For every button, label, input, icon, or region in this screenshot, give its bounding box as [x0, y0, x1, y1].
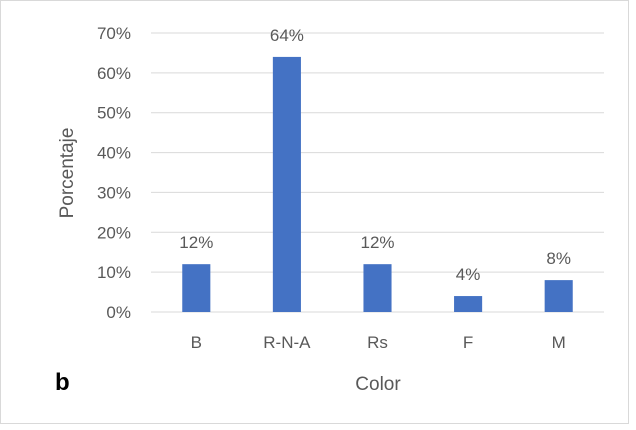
y-tick-label: 0%: [106, 303, 131, 322]
data-label: 4%: [456, 265, 481, 284]
x-axis-category-labels: B R-N-A Rs F M: [191, 333, 566, 352]
y-tick-label: 20%: [97, 223, 131, 242]
y-tick-label: 60%: [97, 64, 131, 83]
panel-label: b: [55, 369, 70, 396]
chart-frame: 0% 10% 20% 30% 40% 50% 60% 70% 12% 64% 12% 4% 8% B R…: [0, 0, 629, 424]
y-tick-label: 40%: [97, 144, 131, 163]
data-label: 12%: [360, 233, 394, 252]
y-tick-label: 10%: [97, 263, 131, 282]
data-label: 12%: [179, 233, 213, 252]
x-category-label: M: [552, 333, 566, 352]
gridlines: [151, 32, 604, 313]
bar: [182, 264, 211, 312]
y-axis-title: Porcentaje: [57, 128, 78, 219]
x-category-label: F: [463, 333, 473, 352]
data-label: 64%: [270, 26, 304, 45]
data-label: 8%: [546, 249, 571, 268]
y-tick-label: 30%: [97, 183, 131, 202]
y-axis-tick-labels: 0% 10% 20% 30% 40% 50% 60% 70%: [97, 24, 131, 322]
bars: [182, 56, 573, 312]
bar: [454, 296, 483, 312]
bar: [363, 264, 392, 312]
bar: [272, 56, 301, 312]
bar: [544, 280, 573, 312]
x-category-label: B: [191, 333, 202, 352]
x-category-label: Rs: [367, 333, 388, 352]
y-tick-label: 70%: [97, 24, 131, 43]
chart-svg: 0% 10% 20% 30% 40% 50% 60% 70% 12% 64% 12% 4% 8% B R…: [55, 24, 604, 396]
data-labels: 12% 64% 12% 4% 8%: [179, 26, 571, 284]
x-category-label: R-N-A: [263, 333, 311, 352]
y-tick-label: 50%: [97, 104, 131, 123]
x-axis-title: Color: [355, 374, 401, 395]
